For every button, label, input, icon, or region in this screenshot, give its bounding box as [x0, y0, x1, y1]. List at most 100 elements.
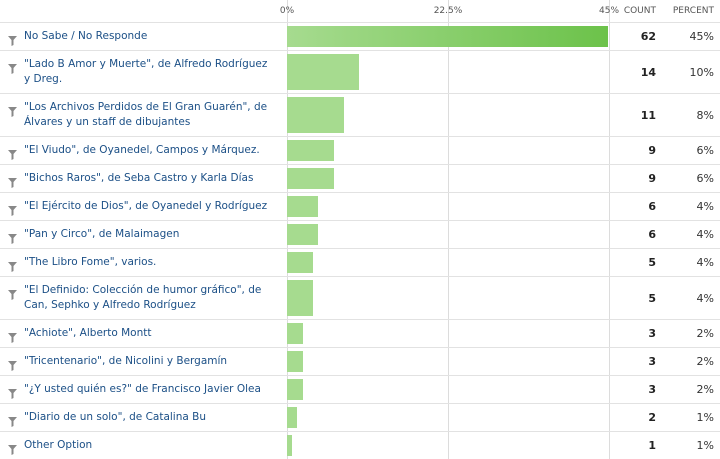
- x-tick-label: 22.5%: [433, 6, 463, 16]
- result-row: "The Libro Fome", varios. 5 4%: [0, 248, 720, 276]
- percent-header: PERCENT: [672, 6, 714, 16]
- percent: 4%: [696, 200, 714, 213]
- percent: 2%: [696, 355, 714, 368]
- percent: 1%: [696, 439, 714, 452]
- bar: [287, 196, 318, 217]
- bar: [287, 407, 298, 428]
- bar: [287, 252, 313, 273]
- count: 11: [640, 108, 656, 122]
- result-row: "Tricentenario", de Nicolini y Bergamín 3…: [0, 347, 720, 375]
- x-tick-label: 0%: [279, 6, 295, 16]
- percent: 6%: [696, 172, 714, 185]
- filter-icon[interactable]: [0, 376, 24, 403]
- percent: 2%: [696, 327, 714, 340]
- bar-cell: [287, 323, 609, 344]
- percent: 4%: [696, 256, 714, 269]
- option-label: "Bichos Raros", de Seba Castro y Karla D…: [24, 172, 254, 184]
- count: 1: [648, 439, 656, 452]
- result-row: "Achiote", Alberto Montt 3 2%: [0, 319, 720, 347]
- result-row: "Bichos Raros", de Seba Castro y Karla D…: [0, 164, 720, 192]
- percent: 6%: [696, 144, 714, 157]
- filter-icon[interactable]: [0, 277, 24, 304]
- result-row: No Sabe / No Responde 62 45%: [0, 22, 720, 50]
- bar: [287, 280, 313, 316]
- bar: [287, 224, 318, 245]
- percent: 4%: [696, 291, 714, 305]
- filter-icon[interactable]: [0, 320, 24, 347]
- count: 14: [640, 65, 656, 79]
- result-row: "¿Y usted quién es?" de Francisco Javier…: [0, 375, 720, 403]
- bar-cell: [287, 280, 609, 316]
- result-row: "Lado B Amor y Muerte", de Alfredo Rodrí…: [0, 50, 720, 93]
- bar-cell: [287, 196, 609, 217]
- option-label: "Tricentenario", de Nicolini y Bergamín: [24, 355, 228, 367]
- bar: [287, 97, 345, 133]
- count: 9: [648, 144, 656, 157]
- bar-cell: [287, 351, 609, 372]
- result-row: "El Viudo", de Oyanedel, Campos y Márque…: [0, 136, 720, 164]
- bar: [287, 140, 334, 161]
- percent: 1%: [696, 411, 714, 424]
- filter-icon[interactable]: [0, 51, 24, 78]
- result-row: "El Ejército de Dios", de Oyanedel y Rod…: [0, 192, 720, 220]
- filter-icon[interactable]: [0, 193, 24, 220]
- bar-cell: [287, 224, 609, 245]
- bar-cell: [287, 407, 609, 428]
- option-label: "Los Archivos Perdidos de El Gran Guarén…: [24, 101, 268, 128]
- bar-cell: [287, 252, 609, 273]
- bar-cell: [287, 140, 609, 161]
- percent: 10%: [689, 65, 714, 79]
- filter-icon[interactable]: [0, 249, 24, 276]
- option-label: "¿Y usted quién es?" de Francisco Javier…: [24, 383, 261, 395]
- x-tick-label: 45%: [598, 6, 620, 16]
- result-row: "Pan y Circo", de Malaimagen 6 4%: [0, 220, 720, 248]
- result-row: Other Option 1 1%: [0, 431, 720, 459]
- result-row: "Los Archivos Perdidos de El Gran Guarén…: [0, 93, 720, 136]
- count: 3: [648, 327, 656, 340]
- filter-icon[interactable]: [0, 94, 24, 121]
- count: 9: [648, 172, 656, 185]
- filter-icon[interactable]: [0, 23, 24, 50]
- bar-cell: [287, 435, 609, 456]
- count: 3: [648, 355, 656, 368]
- filter-icon[interactable]: [0, 404, 24, 431]
- filter-icon[interactable]: [0, 137, 24, 164]
- option-label: "El Ejército de Dios", de Oyanedel y Rod…: [24, 200, 268, 212]
- count-header: COUNT: [623, 6, 656, 16]
- option-label: No Sabe / No Responde: [24, 30, 148, 42]
- header-row: COUNT PERCENT 0% 22.5% 45%: [0, 0, 720, 22]
- bar-cell: [287, 97, 609, 133]
- filter-icon[interactable]: [0, 165, 24, 192]
- bar-cell: [287, 168, 609, 189]
- option-label: "Lado B Amor y Muerte", de Alfredo Rodrí…: [24, 58, 268, 85]
- percent: 2%: [696, 383, 714, 396]
- option-label: "El Definido: Colección de humor gráfico…: [24, 284, 262, 311]
- option-label: "Achiote", Alberto Montt: [24, 327, 152, 339]
- bar: [287, 26, 609, 47]
- count: 5: [648, 291, 656, 305]
- bar: [287, 168, 334, 189]
- option-label: "Pan y Circo", de Malaimagen: [24, 228, 180, 240]
- filter-icon[interactable]: [0, 432, 24, 459]
- count: 2: [648, 411, 656, 424]
- option-label: "El Viudo", de Oyanedel, Campos y Márque…: [24, 144, 260, 156]
- filter-icon[interactable]: [0, 348, 24, 375]
- percent: 4%: [696, 228, 714, 241]
- option-label: "Diario de un solo", de Catalina Bu: [24, 411, 207, 423]
- option-label: "The Libro Fome", varios.: [24, 256, 157, 268]
- count: 6: [648, 228, 656, 241]
- percent: 8%: [696, 108, 714, 122]
- bar: [287, 379, 303, 400]
- bar: [287, 323, 303, 344]
- bar: [287, 435, 292, 456]
- bar-cell: [287, 54, 609, 90]
- count: 5: [648, 256, 656, 269]
- filter-icon[interactable]: [0, 221, 24, 248]
- count: 62: [640, 30, 656, 43]
- bar-cell: [287, 26, 609, 47]
- bar-cell: [287, 379, 609, 400]
- result-row: "Diario de un solo", de Catalina Bu 2 1%: [0, 403, 720, 431]
- rows: No Sabe / No Responde 62 45% "Lado B Amor y…: [0, 22, 720, 459]
